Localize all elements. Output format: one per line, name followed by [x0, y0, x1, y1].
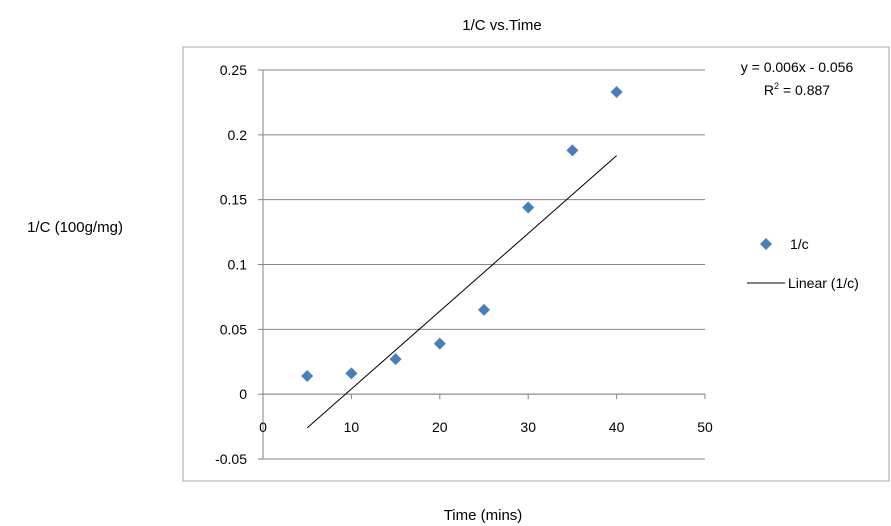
x-tick-label: 0: [259, 419, 267, 435]
data-point: [389, 353, 402, 366]
y-tick-label: -0.05: [215, 451, 247, 467]
y-tick-label: 0.2: [228, 127, 248, 143]
legend: 1/c Linear (1/c): [747, 236, 859, 291]
axes: [258, 69, 706, 460]
y-tick-label: 0.15: [220, 192, 247, 208]
r2-prefix: R: [764, 82, 774, 98]
trendline: [306, 155, 617, 429]
gridlines: [263, 69, 705, 460]
y-tick-label: 0.1: [228, 257, 248, 273]
legend-marker-1c: [760, 238, 772, 250]
trendline-group: [306, 155, 617, 429]
tick-labels: -0.05 0 0.05 0.1 0.15 0.2 0.25 0 10 20 30 40 50: [215, 62, 713, 467]
x-tick-label: 10: [344, 419, 360, 435]
legend-label-linear: Linear (1/c): [788, 275, 859, 291]
r2-superscript: 2: [774, 81, 779, 91]
data-points: [301, 86, 623, 383]
data-point: [301, 370, 314, 383]
y-axis-label: 1/C (100g/mg): [27, 219, 123, 236]
x-tick-label: 30: [520, 419, 536, 435]
chart-title: 1/C vs.Time: [462, 17, 541, 34]
trendline-equation: y = 0.006x - 0.056: [741, 59, 854, 75]
x-tick-label: 20: [432, 419, 448, 435]
y-tick-label: 0: [239, 386, 247, 402]
trendline-r2: R2 = 0.887: [764, 81, 830, 98]
x-tick-label: 50: [697, 419, 713, 435]
plot-area-border: [182, 46, 890, 482]
data-point: [433, 337, 446, 350]
data-point: [610, 86, 623, 99]
x-axis-label: Time (mins): [444, 507, 523, 524]
legend-label-1c: 1/c: [790, 236, 809, 252]
data-point: [478, 303, 490, 316]
r2-value: = 0.887: [779, 82, 830, 98]
data-point: [566, 144, 579, 157]
y-tick-label: 0.25: [220, 62, 247, 78]
data-point: [522, 201, 535, 214]
x-tick-label: 40: [609, 419, 625, 435]
y-tick-label: 0.05: [220, 321, 247, 337]
data-point: [345, 367, 358, 380]
